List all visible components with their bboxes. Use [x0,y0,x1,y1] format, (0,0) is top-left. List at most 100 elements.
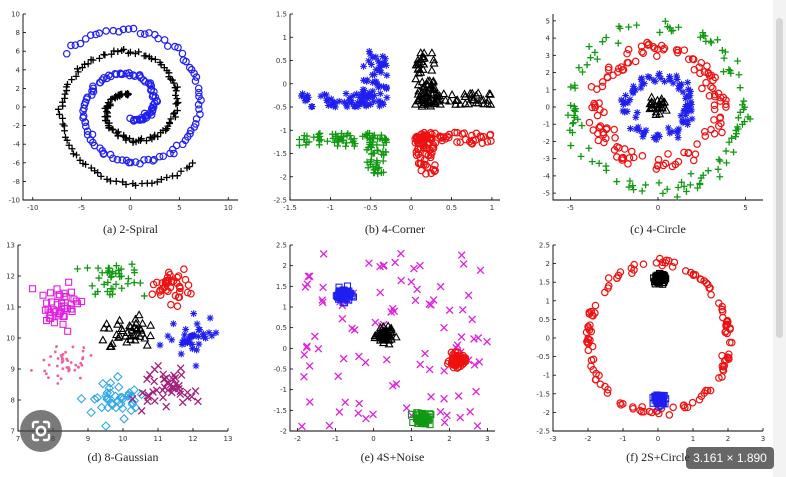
data-point [637,76,645,83]
data-point [684,104,692,112]
data-point [419,134,428,143]
data-point [367,61,375,68]
data-point [109,285,117,293]
data-point [700,127,709,136]
data-point [163,273,172,282]
y-tick-label: 10 [6,335,15,343]
x-tick-label: 13 [224,435,233,443]
data-point [100,73,108,82]
y-tick-label: 2 [546,260,550,268]
data-point [135,324,145,333]
data-point [170,79,178,87]
series-black-triangle [410,48,496,110]
x-tick-label: 3 [485,435,489,443]
data-point [324,137,331,145]
y-tick-label: 8 [11,397,15,405]
data-point [154,133,162,140]
data-point [167,115,175,123]
data-point [422,170,430,178]
data-point [460,91,470,101]
data-point [152,96,161,105]
data-point [617,63,626,71]
data-point [626,177,634,185]
data-point [375,97,383,105]
google-lens-icon[interactable] [20,410,62,452]
y-tick-label: 12 [6,273,15,281]
data-point [421,143,429,151]
data-point [158,176,165,183]
data-point [638,48,646,56]
data-point [683,188,690,195]
data-point [317,136,325,144]
x-tick-label: -1 [327,204,334,212]
data-point [174,99,182,106]
data-point [411,60,421,69]
data-point [308,103,316,110]
data-point [354,99,362,107]
data-point [136,279,144,287]
data-point [108,50,115,58]
data-point [47,376,50,380]
data-point [122,156,131,165]
data-point [76,156,84,164]
data-point [736,84,744,92]
data-point [124,388,135,398]
data-point [56,382,60,385]
data-point [50,319,58,327]
data-point [160,375,168,384]
data-point [56,357,60,360]
series-blue-square [649,391,670,411]
data-point [102,74,111,83]
data-point [65,278,73,286]
data-point [121,331,131,340]
data-point [170,110,177,118]
data-point [82,160,89,168]
data-point [194,397,202,406]
data-point [476,266,485,275]
page-scrollbar-thumb[interactable] [776,18,783,338]
data-point [65,357,69,361]
data-point [56,374,60,378]
data-point [174,293,183,302]
data-point [588,103,596,112]
x-tick-label: 1 [691,435,695,443]
data-point [459,260,468,268]
data-point [474,334,483,342]
data-point [105,264,113,272]
data-point [317,92,325,100]
data-point [675,23,682,31]
data-point [151,56,159,63]
data-point [338,130,345,137]
data-point [104,279,112,286]
x-tick-label: 0 [371,435,375,443]
data-point [102,319,112,328]
data-point [113,382,124,392]
data-point [78,64,86,71]
data-point [735,71,743,79]
data-point [374,170,382,178]
data-point [299,90,306,98]
data-point [440,95,451,104]
data-point [644,73,652,80]
data-point [720,68,727,76]
data-point [702,78,710,87]
data-point [162,402,171,411]
data-point [366,161,374,168]
data-point [376,102,384,110]
data-point [101,391,111,401]
data-point [144,391,153,399]
data-point [186,130,194,138]
data-point [710,90,719,99]
data-point [591,49,599,56]
data-point [419,59,429,68]
data-point [314,344,323,353]
x-tick-label: 12 [189,435,198,443]
data-point [136,159,144,168]
data-point [176,390,185,399]
data-point [324,102,332,109]
data-point [453,351,462,360]
series-cyan-diamond [76,371,147,431]
data-point [300,132,308,140]
data-point [722,100,730,109]
data-point [625,23,633,31]
